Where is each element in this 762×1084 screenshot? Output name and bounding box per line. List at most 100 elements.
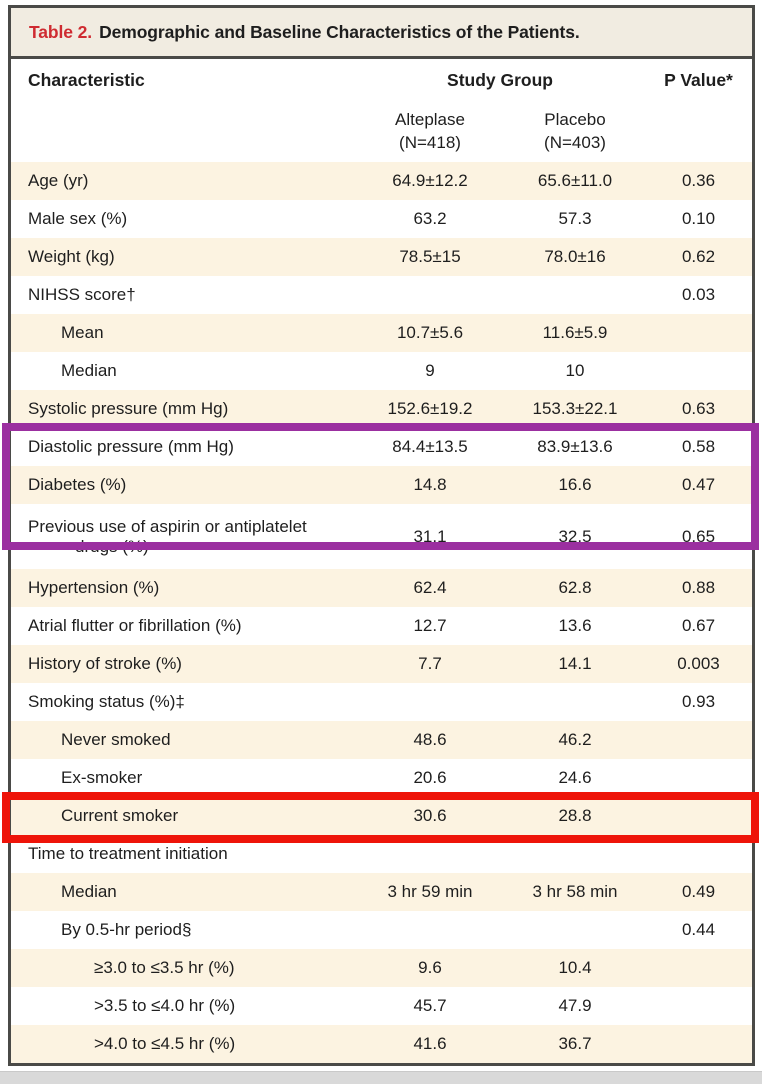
table-row: Never smoked 48.6 46.2 (11, 721, 752, 759)
placebo-value: 28.8 (558, 806, 592, 825)
table-row: Weight (kg) 78.5±15 78.0±16 0.62 (11, 238, 752, 276)
alteplase-value: 9 (425, 361, 435, 380)
table-row: Male sex (%) 63.2 57.3 0.10 (11, 200, 752, 238)
row-label: Time to treatment initiation (11, 844, 355, 864)
placebo-value: 78.0±16 (544, 247, 606, 266)
table-row: ≥3.0 to ≤3.5 hr (%) 9.6 10.4 (11, 949, 752, 987)
table-row: Ex-smoker 20.6 24.6 (11, 759, 752, 797)
placebo-value: 24.6 (558, 768, 592, 787)
table-title-text: Demographic and Baseline Characteristics… (99, 21, 580, 42)
row-label: Current smoker (11, 806, 355, 826)
row-label: Diastolic pressure (mm Hg) (11, 437, 355, 457)
alteplase-value: 78.5±15 (399, 247, 461, 266)
placebo-value: 11.6±5.9 (542, 323, 608, 342)
table-row: Age (yr) 64.9±12.2 65.6±11.0 0.36 (11, 162, 752, 200)
p-value: 0.93 (681, 692, 716, 711)
alteplase-value: 9.6 (418, 958, 442, 977)
p-value: 0.88 (681, 578, 716, 597)
row-label-line1: History of stroke (%) (28, 654, 182, 673)
alteplase-value: 7.7 (418, 654, 442, 673)
alteplase-value: 31.1 (413, 526, 447, 546)
row-label-line1: By 0.5-hr period§ (61, 920, 192, 939)
placebo-value: 16.6 (558, 475, 592, 494)
row-label: Ex-smoker (11, 768, 355, 788)
table-row: Median 3 hr 59 min 3 hr 58 min 0.49 (11, 873, 752, 911)
placebo-column-name: Placebo (544, 110, 606, 130)
alteplase-value: 30.6 (413, 806, 447, 825)
p-value: 0.36 (681, 171, 716, 190)
p-value: 0.62 (681, 247, 716, 266)
table-row: Time to treatment initiation (11, 835, 752, 873)
row-label-line1: Time to treatment initiation (28, 844, 228, 863)
p-value: 0.003 (677, 654, 720, 673)
table-row: Smoking status (%)‡ 0.93 (11, 683, 752, 721)
alteplase-column-name: Alteplase (395, 110, 465, 130)
placebo-value: 65.6±11.0 (537, 171, 613, 190)
row-label-line1: NIHSS score† (28, 285, 136, 304)
alteplase-value: 41.6 (413, 1034, 447, 1053)
alteplase-value: 12.7 (413, 616, 447, 635)
p-value: 0.67 (681, 616, 716, 635)
row-label: >3.5 to ≤4.0 hr (%) (11, 996, 355, 1016)
table-row: Current smoker 30.6 28.8 (11, 797, 752, 835)
placebo-value: 36.7 (558, 1034, 592, 1053)
header-row: Characteristic Study Group P Value* (11, 59, 752, 101)
placebo-value: 83.9±13.6 (537, 437, 613, 456)
row-label-line1: Current smoker (61, 806, 179, 825)
table-row: Diastolic pressure (mm Hg) 84.4±13.5 83.… (11, 428, 752, 466)
row-label: Male sex (%) (11, 209, 355, 229)
p-value: 0.10 (681, 209, 716, 228)
p-value: 0.58 (681, 437, 716, 456)
table-title-label: Table 2. (29, 21, 93, 42)
placebo-value: 14.1 (558, 654, 592, 673)
table-row: Median 9 10 (11, 352, 752, 390)
row-label: Mean (11, 323, 355, 343)
alteplase-column-n: (N=418) (399, 132, 461, 152)
row-label: Smoking status (%)‡ (11, 692, 355, 712)
table-row: Mean 10.7±5.6 11.6±5.9 (11, 314, 752, 352)
p-value-header: P Value* (664, 69, 733, 90)
row-label: Hypertension (%) (11, 578, 355, 598)
alteplase-value: 84.4±13.5 (392, 437, 468, 456)
row-label-line1: Ex-smoker (61, 768, 143, 787)
subheader-pvalue-spacer (645, 101, 752, 162)
table-row: Previous use of aspirin or antiplatelet … (11, 504, 752, 569)
alteplase-value: 45.7 (413, 996, 447, 1015)
row-label-line1: Smoking status (%)‡ (28, 692, 185, 711)
title-band: Table 2. Demographic and Baseline Charac… (11, 8, 752, 59)
row-label-line1: Age (yr) (28, 171, 89, 190)
alteplase-value: 62.4 (413, 578, 447, 597)
placebo-value: 57.3 (558, 209, 592, 228)
row-label: Previous use of aspirin or antiplatelet … (11, 517, 355, 557)
row-label-line1: Never smoked (61, 730, 171, 749)
row-label: Weight (kg) (11, 247, 355, 267)
placebo-value: 62.8 (558, 578, 592, 597)
study-group-header: Study Group (447, 69, 553, 90)
p-value: 0.47 (681, 475, 716, 494)
alteplase-value: 20.6 (413, 768, 447, 787)
row-label-line1: >4.0 to ≤4.5 hr (%) (94, 1034, 236, 1053)
p-value: 0.63 (681, 399, 716, 418)
subheader-spacer (11, 101, 355, 162)
table-row: Atrial flutter or fibrillation (%) 12.7 … (11, 607, 752, 645)
alteplase-value: 152.6±19.2 (387, 399, 473, 418)
alteplase-value: 14.8 (413, 475, 447, 494)
table-row: History of stroke (%) 7.7 14.1 0.003 (11, 645, 752, 683)
alteplase-value: 64.9±12.2 (392, 171, 468, 190)
row-label-line1: Median (61, 882, 117, 901)
row-label-line2: drugs (%) (75, 536, 149, 556)
table-row: Diabetes (%) 14.8 16.6 0.47 (11, 466, 752, 504)
placebo-value: 47.9 (558, 996, 592, 1015)
subheader-row: Alteplase (N=418) Placebo (N=403) (11, 101, 752, 162)
alteplase-value: 3 hr 59 min (387, 882, 473, 901)
row-label-line1: Diastolic pressure (mm Hg) (28, 437, 234, 456)
characteristic-header: Characteristic (28, 69, 145, 90)
table-row: NIHSS score† 0.03 (11, 276, 752, 314)
row-label: Median (11, 882, 355, 902)
row-label-line1: Mean (61, 323, 104, 342)
row-label: Age (yr) (11, 171, 355, 191)
row-label-line1: Hypertension (%) (28, 578, 160, 597)
row-label: >4.0 to ≤4.5 hr (%) (11, 1034, 355, 1054)
alteplase-value: 10.7±5.6 (396, 323, 464, 342)
page-bottom-strip (0, 1071, 762, 1084)
